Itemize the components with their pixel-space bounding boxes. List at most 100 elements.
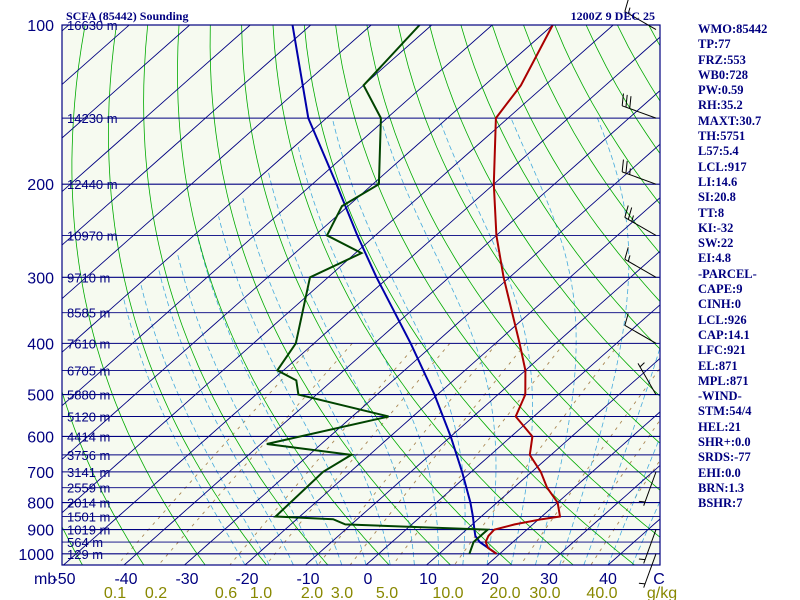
height-label: 12440 m xyxy=(67,177,118,192)
mixing-ratio-label: 1.0 xyxy=(250,585,272,600)
mixing-ratio-line xyxy=(229,343,418,565)
isotherm-line xyxy=(62,25,372,300)
index-line: CINH:0 xyxy=(698,297,742,312)
temperature-tick-label: -10 xyxy=(296,571,319,588)
isotherm-line xyxy=(123,90,660,565)
index-line: TH:5751 xyxy=(698,129,746,144)
plot-frame xyxy=(61,24,661,566)
observation-time: 1200Z 9 DEC 25 xyxy=(571,9,655,23)
mixing-ratio-label: 0.6 xyxy=(215,585,237,600)
index-line: SW:22 xyxy=(698,236,734,251)
mixing-ratio-label: 20.0 xyxy=(489,585,520,600)
index-line: STM:54/4 xyxy=(698,404,752,419)
index-line: MPL:871 xyxy=(698,373,749,388)
index-line: BSHR:7 xyxy=(698,496,743,511)
mixing-ratio-label: g/kg xyxy=(647,585,677,600)
index-line: L57:5.4 xyxy=(698,144,739,159)
isotherm-line xyxy=(62,25,553,460)
mixing-ratio-label: 0.1 xyxy=(104,585,126,600)
index-line: EL:871 xyxy=(698,358,738,373)
mixing-ratio-label: 30.0 xyxy=(529,585,560,600)
isotherm-line xyxy=(62,25,493,407)
wind-barb xyxy=(637,362,657,395)
pressure-tick-label: 700 xyxy=(27,465,54,482)
index-line: RH:35.2 xyxy=(698,98,743,113)
mixing-ratio-line xyxy=(454,343,620,565)
wind-barb xyxy=(638,529,657,564)
height-label: 1501 m xyxy=(67,509,110,524)
pressure-tick-label: 1000 xyxy=(18,547,54,564)
isotherm-line xyxy=(486,411,660,565)
isotherm-line xyxy=(305,250,660,565)
dry-adiabat-line xyxy=(272,25,574,565)
index-line: PW:0.59 xyxy=(698,83,744,98)
stability-indices-panel: WMO:85442 TP:77 FRZ:553 WB0:728 PW:0.59 RH:35… xyxy=(698,22,800,512)
pressure-tick-label: 400 xyxy=(27,336,54,353)
index-line: WB0:728 xyxy=(698,67,748,82)
index-line: EI:4.8 xyxy=(698,251,731,266)
temperature-tick-label: -40 xyxy=(114,571,137,588)
height-label: 14230 m xyxy=(67,111,118,126)
dry-adiabat-line xyxy=(460,25,660,350)
mixing-ratio-label: 40.0 xyxy=(586,585,617,600)
pressure-tick-label: 100 xyxy=(27,18,54,35)
pressure-units-label: mb xyxy=(34,571,56,588)
pressure-tick-label: 500 xyxy=(27,388,54,405)
dry-adiabat-line xyxy=(397,25,660,444)
dry-adiabat-line xyxy=(523,25,660,254)
mixing-ratio-line xyxy=(520,367,660,565)
height-label: 8585 m xyxy=(67,306,110,321)
dry-adiabat-line xyxy=(0,25,21,565)
mixing-ratio-label: 0.2 xyxy=(145,585,167,600)
height-label: 16630 m xyxy=(67,18,118,33)
moist-adiabat-line xyxy=(140,284,270,565)
temperature-tick-label: 20 xyxy=(481,571,499,588)
index-line: LFC:921 xyxy=(698,343,746,358)
pressure-tick-label: 600 xyxy=(27,429,54,446)
pressure-tick-label: 900 xyxy=(27,523,54,540)
mixing-ratio-line xyxy=(158,343,353,565)
index-line: CAP:14.1 xyxy=(698,327,750,342)
wind-barb xyxy=(621,159,657,185)
mixing-ratio-line xyxy=(116,343,315,565)
wind-barb xyxy=(638,471,657,506)
pressure-tick-label: 300 xyxy=(27,270,54,287)
dry-adiabat-line xyxy=(108,25,267,565)
height-label: 6705 m xyxy=(67,363,110,378)
dry-adiabat-line xyxy=(71,25,206,565)
wind-barb xyxy=(624,0,657,30)
index-line: MAXT:30.7 xyxy=(698,113,762,128)
height-label: 2559 m xyxy=(67,481,110,496)
mixing-ratio-label: 10.0 xyxy=(432,585,463,600)
wind-barb xyxy=(624,247,657,278)
temperature-tick-label: 40 xyxy=(599,571,617,588)
isotherm-line xyxy=(62,25,69,32)
dry-adiabat-line xyxy=(429,25,660,397)
mixing-ratio-line xyxy=(317,343,498,565)
dry-adiabat-line xyxy=(143,25,329,565)
height-label: 564 m xyxy=(67,535,103,550)
temperature-tick-label: 10 xyxy=(419,571,437,588)
height-label: 2014 m xyxy=(67,496,110,511)
wind-barb xyxy=(621,93,657,119)
height-label: 9710 m xyxy=(67,270,110,285)
height-label: 5880 m xyxy=(67,388,110,403)
index-line: HEL:21 xyxy=(698,419,742,434)
height-label: 3141 m xyxy=(67,465,110,480)
index-line: SI:20.8 xyxy=(698,190,736,205)
moist-adiabat-line xyxy=(297,146,440,565)
height-label: 5120 m xyxy=(67,410,110,425)
index-line: SRDS:-77 xyxy=(698,450,751,465)
height-label: 1019 m xyxy=(67,523,110,538)
sounding-profiles xyxy=(266,25,562,555)
height-label: 4414 m xyxy=(67,429,110,444)
station-title: SCFA (85442) Sounding xyxy=(66,9,188,23)
isotherm-line xyxy=(0,25,8,565)
index-line: KI:-32 xyxy=(698,220,734,235)
isotherm-line xyxy=(62,25,311,246)
height-label: 10970 m xyxy=(67,228,118,243)
index-line: FRZ:553 xyxy=(698,52,746,67)
dry-adiabat-line xyxy=(62,390,145,565)
temperature-tick-label: 0 xyxy=(364,571,373,588)
